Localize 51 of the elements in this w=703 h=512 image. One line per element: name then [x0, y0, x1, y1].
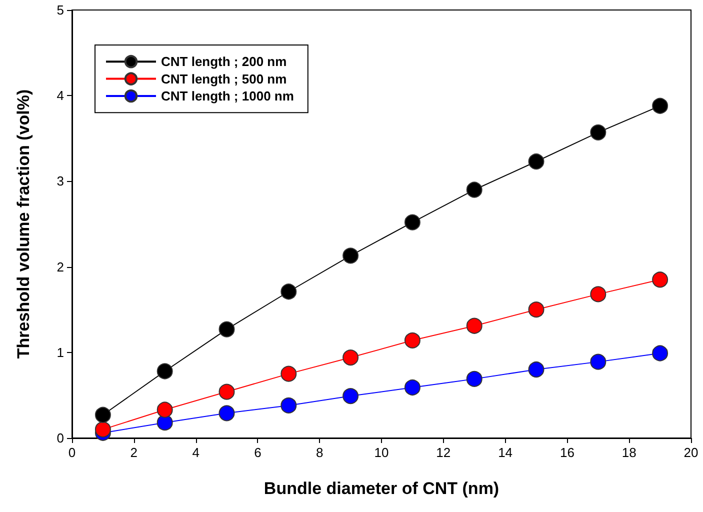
point — [528, 302, 544, 318]
point — [280, 284, 297, 300]
y-axis-title: Threshold volume fraction (vol%) — [14, 89, 33, 359]
y-tick-label: 5 — [56, 2, 64, 18]
x-tick-label: 10 — [374, 445, 389, 460]
point — [342, 388, 359, 404]
x-tick-label: 12 — [436, 445, 451, 460]
point — [280, 366, 297, 382]
point — [218, 405, 235, 422]
x-tick-label: 16 — [560, 445, 574, 460]
point — [528, 154, 544, 170]
point — [94, 421, 111, 438]
point — [466, 318, 482, 334]
point — [280, 397, 297, 414]
point — [404, 214, 420, 230]
point — [590, 354, 606, 370]
point — [466, 370, 482, 387]
point — [342, 350, 359, 366]
x-tick-label: 6 — [254, 445, 262, 460]
point — [156, 402, 173, 418]
point — [652, 345, 668, 362]
x-tick-label: 0 — [68, 445, 76, 460]
legend-label: CNT length ; 500 nm — [161, 71, 287, 86]
point — [404, 380, 420, 396]
point — [218, 321, 235, 338]
legend-label: CNT length ; 200 nm — [161, 54, 287, 70]
point — [218, 384, 235, 400]
point — [342, 248, 359, 264]
x-tick-label: 4 — [192, 445, 200, 460]
point — [528, 362, 544, 378]
y-tick-label: 4 — [56, 88, 64, 104]
x-axis-title: Bundle diameter of CNT (nm) — [264, 479, 500, 498]
point — [652, 272, 668, 288]
x-tick-label: 8 — [316, 445, 324, 460]
point — [466, 182, 482, 198]
y-tick-label: 2 — [56, 259, 64, 274]
point — [94, 406, 111, 423]
point — [652, 98, 668, 114]
point — [590, 124, 606, 140]
x-tick-label: 14 — [498, 445, 513, 460]
y-tick-label: 1 — [56, 344, 64, 360]
point — [156, 363, 173, 380]
y-tick-label: 3 — [56, 174, 64, 189]
x-tick-label: 20 — [684, 445, 698, 460]
y-tick-label: 0 — [56, 430, 64, 446]
point — [156, 414, 173, 431]
point — [590, 286, 606, 302]
x-tick-label: 2 — [130, 445, 138, 460]
legend-label: CNT length ; 1000 nm — [161, 88, 294, 104]
point — [404, 332, 420, 348]
x-tick-label: 18 — [622, 445, 636, 460]
